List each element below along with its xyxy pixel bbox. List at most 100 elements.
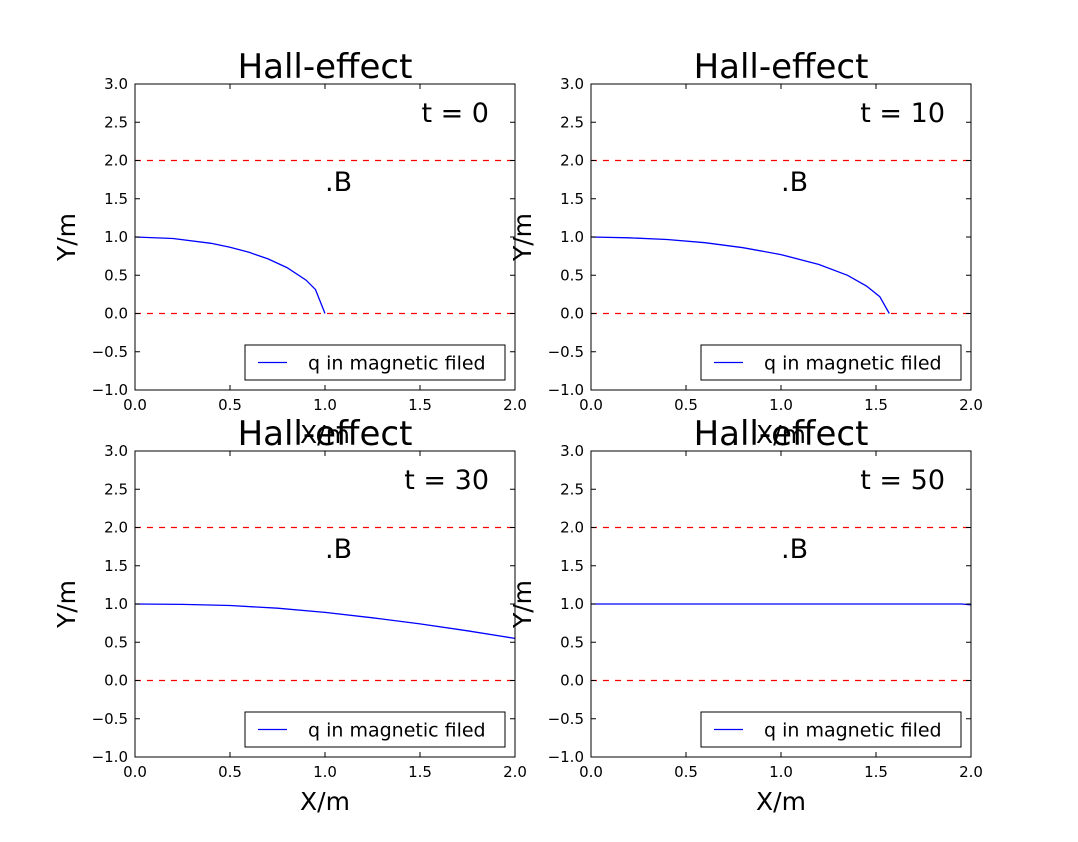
y-tick-label: 2.5 [560,480,584,498]
y-axis-label: Y/m [508,213,537,262]
legend-label: q in magnetic filed [308,353,486,375]
y-tick-label: 1.0 [104,595,128,613]
series-line [591,603,972,606]
y-tick-label: 1.0 [104,228,128,246]
x-tick-label: 0.0 [123,763,147,781]
x-tick-label: 0.5 [674,396,698,414]
y-tick-label: 0.5 [560,266,584,284]
x-axis-label: X/m [300,787,350,816]
x-tick-label: 2.0 [959,396,983,414]
x-tick-label: 0.0 [579,396,603,414]
axes-frame [590,83,972,391]
y-tick-label: 1.0 [560,595,584,613]
legend-box [244,344,506,381]
axes-frame [134,83,516,391]
y-tick-label: 0.0 [104,672,128,690]
legend-label: q in magnetic filed [764,720,942,742]
time-label: t = 0 [421,98,489,129]
y-tick-label: 3.0 [104,442,128,460]
field-label: .B [325,534,352,565]
y-tick-label: 3.0 [560,442,584,460]
legend-box [700,344,962,381]
legend-label: q in magnetic filed [308,720,486,742]
y-tick-label: 2.0 [560,519,584,537]
series-line [134,236,326,314]
y-axis-label: Y/m [52,213,81,262]
y-tick-label: 3.0 [560,75,584,93]
x-tick-label: 1.0 [313,763,337,781]
y-tick-label: −1.0 [548,381,584,399]
x-axis-label: X/m [300,420,350,449]
x-tick-label: 1.5 [408,763,432,781]
y-tick-label: 0.5 [104,266,128,284]
y-tick-label: 0.0 [104,305,128,323]
x-tick-label: 1.0 [769,763,793,781]
y-tick-label: −1.0 [548,748,584,766]
legend-box [700,711,962,748]
legend-box [244,711,506,748]
subplot-4: 0.0 0.5 1.0 1.5 2.0 −1.0 −0.5 0.0 0.5 1.0 1.5 2.0 2.… [508,414,983,816]
x-tick-label: 0.5 [674,763,698,781]
x-tick-label: 2.0 [503,396,527,414]
y-tick-label: 1.0 [560,228,584,246]
x-tick-label: 1.0 [313,396,337,414]
x-tick-label: 0.0 [579,763,603,781]
plot-area [135,451,515,757]
y-tick-label: 2.5 [104,480,128,498]
x-tick-label: 2.0 [959,763,983,781]
y-tick-label: 2.5 [104,113,128,131]
y-tick-label: 1.5 [560,557,584,575]
chart-title: Hall-effect [238,414,413,454]
x-tick-label: 0.5 [218,396,242,414]
x-tick-label: 2.0 [503,763,527,781]
field-label: .B [781,167,808,198]
chart-title: Hall-effect [238,47,413,87]
y-tick-label: −0.5 [548,710,584,728]
chart-title: Hall-effect [694,414,869,454]
y-tick-label: 1.5 [104,557,128,575]
x-axis-label: X/m [756,420,806,449]
y-tick-label: 2.5 [560,113,584,131]
x-tick-label: 0.0 [123,396,147,414]
y-tick-label: 2.0 [104,152,128,170]
axes-frame [134,450,516,758]
time-label: t = 30 [404,465,489,496]
plot-area [591,84,971,390]
y-tick-label: −0.5 [548,343,584,361]
y-tick-label: 2.0 [560,152,584,170]
y-tick-label: 0.0 [560,305,584,323]
y-tick-label: 0.5 [560,633,584,651]
field-label: .B [325,167,352,198]
chart-title: Hall-effect [694,47,869,87]
time-label: t = 50 [860,465,945,496]
series-line [134,603,516,640]
y-tick-label: 3.0 [104,75,128,93]
y-tick-label: −0.5 [92,343,128,361]
y-axis-label: Y/m [508,580,537,629]
y-tick-label: −1.0 [92,748,128,766]
field-label: .B [781,534,808,565]
plot-area [135,84,515,390]
y-tick-label: 1.5 [104,190,128,208]
y-tick-label: −1.0 [92,381,128,399]
legend-label: q in magnetic filed [764,353,942,375]
x-axis-label: X/m [756,787,806,816]
x-tick-label: 0.5 [218,763,242,781]
y-tick-label: 0.0 [560,672,584,690]
x-tick-label: 1.0 [769,396,793,414]
subplot-2: 0.0 0.5 1.0 1.5 2.0 −1.0 −0.5 0.0 0.5 1.0 1.5 2.0 2.… [508,47,983,449]
subplot-1: 0.0 0.5 1.0 1.5 2.0 −1.0 −0.5 0.0 0.5 1.0 1.5 2.0 2.… [52,47,527,449]
x-tick-label: 1.5 [864,763,888,781]
y-tick-label: 0.5 [104,633,128,651]
x-tick-label: 1.5 [864,396,888,414]
y-tick-label: 1.5 [560,190,584,208]
y-tick-label: −0.5 [92,710,128,728]
time-label: t = 10 [860,98,945,129]
y-axis-label: Y/m [52,580,81,629]
y-tick-label: 2.0 [104,519,128,537]
series-line [590,236,890,314]
x-tick-label: 1.5 [408,396,432,414]
axes-frame [590,450,972,758]
subplot-3: 0.0 0.5 1.0 1.5 2.0 −1.0 −0.5 0.0 0.5 1.0 1.5 2.0 2.… [52,414,527,816]
